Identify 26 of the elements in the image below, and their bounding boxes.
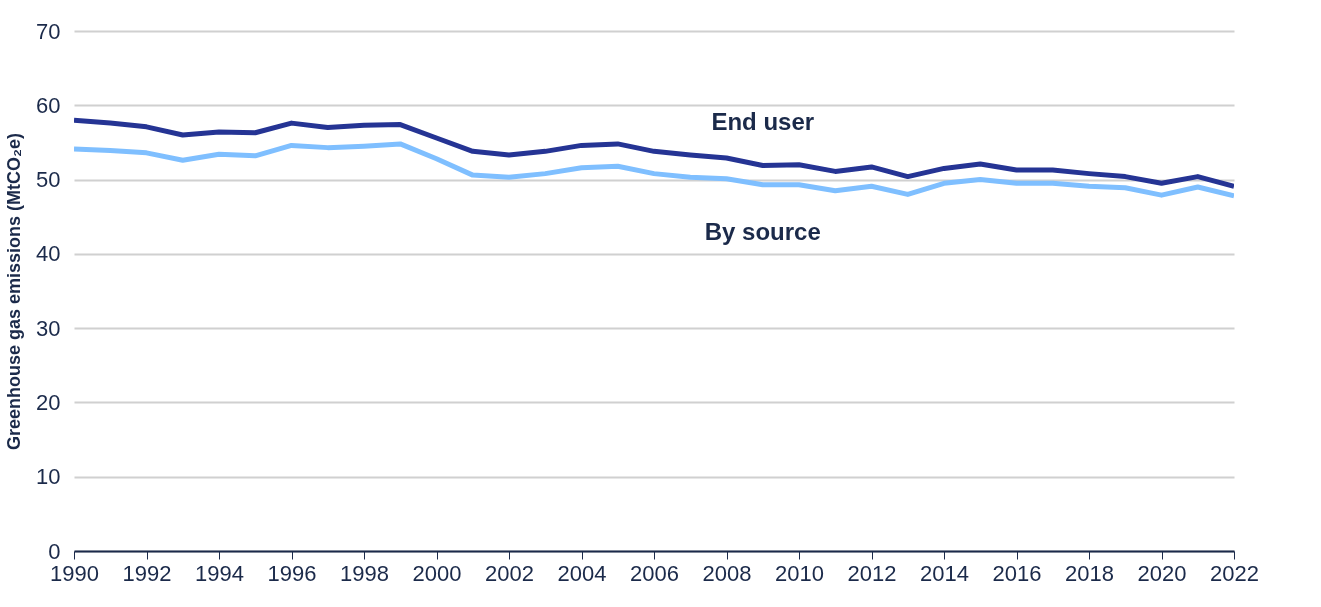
y-axis-title: Greenhouse gas emissions (MtCO₂e) [4,132,25,451]
y-tick-label: 40 [36,241,61,267]
x-tick-label: 2022 [1210,560,1259,586]
x-tick-label: 2018 [1065,560,1114,586]
x-tick-label: 2020 [1137,560,1187,586]
x-tick-label: 1992 [122,560,172,586]
y-tick-label: 20 [36,389,61,415]
x-tick-label: 2016 [992,560,1042,586]
x-tick-label: 2006 [630,560,679,586]
y-tick-label: 60 [36,92,61,118]
x-tick-label: 2014 [920,560,969,586]
y-tick-label: 10 [36,464,61,490]
x-tick-label: 1996 [267,560,317,586]
x-tick-label: 1994 [195,560,244,586]
y-tick-label: 50 [36,167,61,193]
x-tick-label: 1998 [340,560,389,586]
y-tick-label: 70 [36,18,61,44]
x-tick-label: 2008 [702,560,752,586]
x-tick-label: 2000 [412,560,462,586]
x-tick-label: 2004 [557,560,607,586]
y-tick-label: 30 [36,315,61,341]
x-tick-label: 2010 [775,560,824,586]
series-label: End user [711,108,815,136]
x-tick-label: 2012 [847,560,897,586]
series-label: By source [704,217,821,245]
x-tick-label: 2002 [485,560,534,586]
